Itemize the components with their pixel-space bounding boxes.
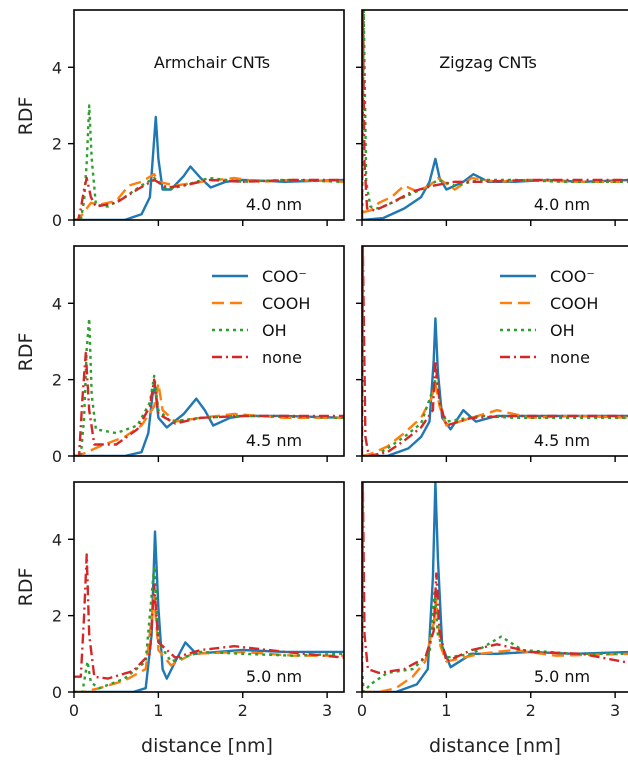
panel-frame: [73, 481, 345, 693]
panel-frame: [361, 481, 628, 693]
series-line-oh: [74, 564, 344, 692]
x-tick-label: 3: [610, 701, 620, 720]
ylabel-row3: RDF: [15, 568, 37, 607]
xlabel-left: distance [nm]: [141, 735, 273, 757]
panel-size-label: 4.5 nm: [246, 431, 302, 450]
column-title-armchair: Armchair CNTs: [154, 53, 270, 72]
x-tick-label: 0: [357, 701, 367, 720]
legend-left: COO⁻ COOH OH none: [212, 267, 310, 367]
series-line-none: [362, 482, 628, 692]
series-line-none: [74, 176, 344, 220]
panel-2: 4.0 nm: [356, 9, 628, 226]
series-line-cooh: [362, 599, 628, 692]
legend-label: none: [550, 348, 590, 367]
legend-label: none: [262, 348, 302, 367]
series-line-none: [362, 246, 628, 456]
legend-label: COO⁻: [550, 267, 595, 286]
y-tick-label: 0: [52, 211, 62, 230]
panel-frame: [73, 245, 345, 457]
x-tick-label: 2: [526, 701, 536, 720]
series-line-coominus: [74, 530, 344, 692]
panel-size-label: 4.5 nm: [534, 431, 590, 450]
series-line-cooh: [74, 173, 344, 220]
series-group: [362, 10, 628, 220]
legend-label: COOH: [262, 294, 310, 313]
series-group: [362, 246, 628, 456]
series-group: [74, 530, 344, 692]
ylabel-row1: RDF: [15, 97, 37, 136]
x-tick-label: 1: [153, 701, 163, 720]
legend-label: COOH: [550, 294, 598, 313]
series-line-coominus: [74, 115, 344, 220]
column-title-zigzag: Zigzag CNTs: [439, 53, 537, 72]
panel-size-label: 5.0 nm: [534, 667, 590, 686]
series-line-none: [74, 553, 344, 680]
xlabel-right: distance [nm]: [429, 735, 561, 757]
series-line-coominus: [362, 482, 628, 692]
y-tick-label: 2: [52, 135, 62, 154]
y-tick-label: 2: [52, 607, 62, 626]
y-tick-label: 0: [52, 447, 62, 466]
panel-frame: [361, 9, 628, 221]
panel-6: 0 1 2 3 5.0 nm: [356, 481, 628, 720]
panels-layer: 0 2 4 4.0 nm 4.0 nm 0 2 4 4.5 nm 4.5 nm 0 1 2 3 0 2 4 5.0…: [52, 9, 628, 720]
panel-4: 4.5 nm: [356, 245, 628, 462]
x-tick-label: 3: [322, 701, 332, 720]
series-line-cooh: [362, 382, 628, 456]
legend-label: OH: [262, 321, 287, 340]
panel-1: 0 2 4 4.0 nm: [52, 9, 345, 230]
series-line-oh: [362, 591, 628, 692]
y-tick-label: 4: [52, 58, 62, 77]
series-line-cooh: [74, 595, 344, 692]
panel-5: 0 1 2 3 0 2 4 5.0 nm: [52, 481, 345, 720]
ylabel-row2: RDF: [15, 333, 37, 372]
series-line-oh: [74, 104, 344, 220]
legend-label: OH: [550, 321, 575, 340]
panel-frame: [73, 9, 345, 221]
panel-size-label: 4.0 nm: [534, 195, 590, 214]
y-tick-label: 4: [52, 294, 62, 313]
y-tick-label: 4: [52, 530, 62, 549]
y-tick-label: 2: [52, 371, 62, 390]
series-line-none: [362, 10, 628, 220]
x-tick-label: 1: [441, 701, 451, 720]
series-group: [74, 104, 344, 220]
series-line-none: [74, 351, 344, 456]
series-group: [362, 482, 628, 692]
panel-size-label: 5.0 nm: [246, 667, 302, 686]
y-tick-label: 0: [52, 683, 62, 702]
x-tick-label: 2: [238, 701, 248, 720]
series-line-cooh: [362, 176, 628, 214]
legend-label: COO⁻: [262, 267, 307, 286]
series-group: [74, 317, 344, 456]
legend-right: COO⁻ COOH OH none: [500, 267, 598, 367]
panel-size-label: 4.0 nm: [246, 195, 302, 214]
panel-frame: [361, 245, 628, 457]
x-tick-label: 0: [69, 701, 79, 720]
panel-3: 0 2 4 4.5 nm: [52, 245, 345, 466]
series-line-oh: [74, 317, 344, 456]
